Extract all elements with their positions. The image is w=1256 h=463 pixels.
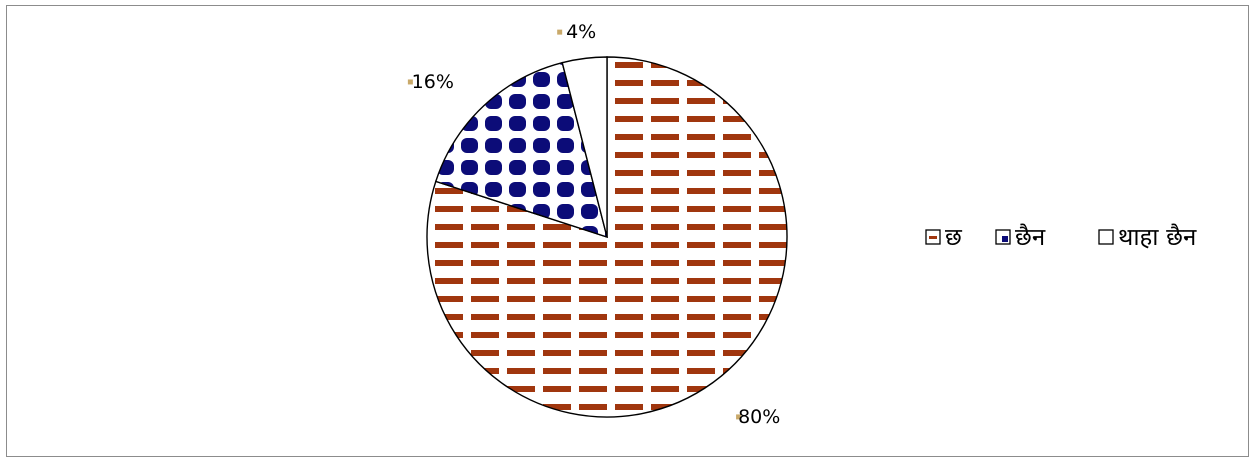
pie-slice-2 [561,56,608,238]
slice-value-label-1: 16% [412,71,454,93]
pie-slice-0 [426,56,788,418]
legend-label-2: थाहा छैन [1118,223,1197,251]
legend-swatch-2 [1098,229,1114,245]
slice-value-label-0: 80% [738,406,780,428]
slice-label-marker-2 [557,29,563,35]
pie-slice-1 [434,61,608,239]
legend-label-0: छ [945,223,963,251]
slice-label-marker-1 [407,79,413,85]
slice-value-labels: 80% 16% 4% [407,21,780,428]
legend-label-1: छैन [1015,223,1046,251]
slice-value-label-2: 4% [566,21,596,43]
chart-legend: छ छैन थाहा छैन [925,223,1197,251]
slice-label-marker-0 [736,414,742,420]
legend-swatch-pattern-0 [929,236,937,239]
legend-swatch-pattern-1 [1002,236,1008,242]
pie-slices [426,56,788,418]
